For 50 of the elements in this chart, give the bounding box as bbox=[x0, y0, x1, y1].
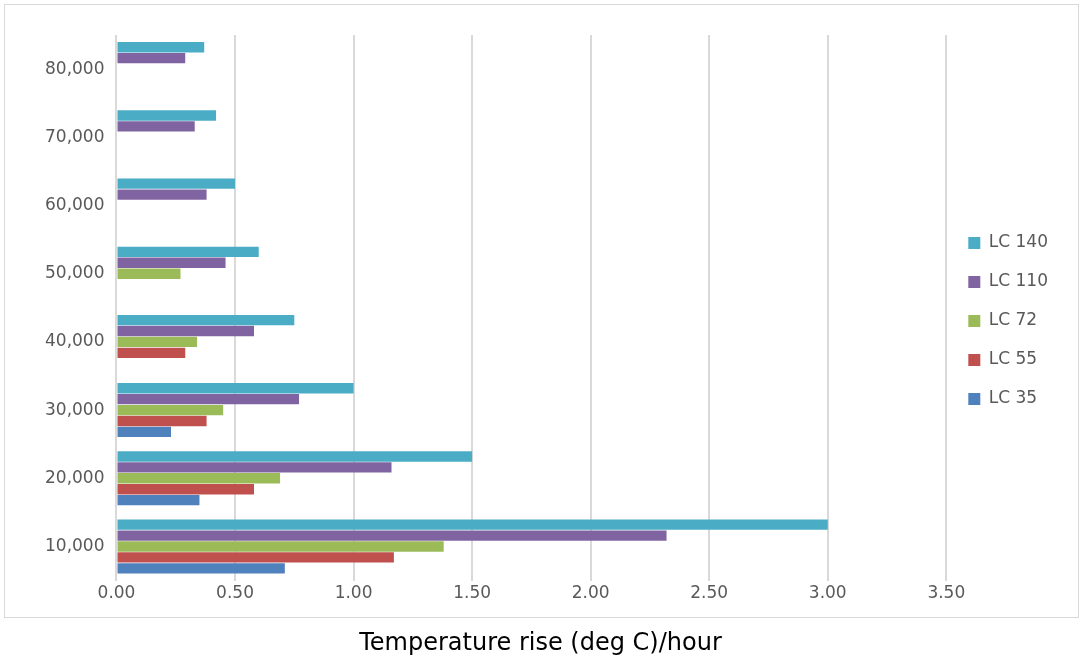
x-tick-label: 0.50 bbox=[216, 582, 254, 603]
x-tick-label: 3.00 bbox=[808, 582, 847, 603]
bar bbox=[117, 519, 828, 530]
y-tick-label: 50,000 bbox=[45, 262, 105, 283]
x-tick-label: 2.00 bbox=[571, 582, 610, 603]
y-tick-label: 20,000 bbox=[45, 466, 105, 487]
bar bbox=[117, 121, 195, 132]
x-tick-label: 1.00 bbox=[334, 582, 373, 603]
x-tick-label: 0.00 bbox=[97, 582, 136, 603]
x-tick-label: 2.50 bbox=[690, 582, 729, 603]
legend-label: LC 35 bbox=[988, 387, 1038, 408]
bar bbox=[117, 246, 259, 258]
bar bbox=[117, 314, 295, 326]
y-tick-label: 30,000 bbox=[45, 398, 105, 419]
bar bbox=[117, 426, 172, 438]
bar bbox=[117, 347, 186, 358]
bar bbox=[117, 530, 667, 541]
bar bbox=[117, 415, 207, 427]
bar bbox=[117, 394, 300, 405]
bar bbox=[117, 473, 281, 484]
legend-label: LC 140 bbox=[988, 231, 1049, 252]
bar bbox=[117, 268, 181, 279]
bar bbox=[117, 178, 236, 189]
legend-label: LC 110 bbox=[988, 270, 1049, 291]
bar bbox=[117, 325, 254, 337]
bar bbox=[117, 462, 392, 473]
bar bbox=[117, 383, 354, 394]
y-tick-label: 80,000 bbox=[45, 57, 105, 78]
bar bbox=[117, 552, 394, 563]
bar bbox=[117, 110, 217, 121]
x-axis-title: Temperature rise (deg C)/hour bbox=[358, 628, 723, 656]
bar bbox=[117, 494, 200, 506]
bar bbox=[117, 451, 473, 462]
x-tick-label: 1.50 bbox=[453, 582, 492, 603]
bar bbox=[117, 484, 254, 495]
bar bbox=[117, 336, 198, 348]
bar bbox=[117, 563, 285, 574]
bar bbox=[117, 53, 186, 64]
bar bbox=[117, 404, 224, 416]
bar bbox=[117, 257, 226, 268]
y-tick-label: 60,000 bbox=[45, 193, 105, 214]
x-tick-label: 3.50 bbox=[927, 582, 966, 603]
legend-label: LC 72 bbox=[988, 309, 1038, 330]
bar bbox=[117, 42, 205, 53]
legend-label: LC 55 bbox=[988, 348, 1038, 369]
y-tick-label: 70,000 bbox=[45, 125, 105, 146]
y-tick-label: 40,000 bbox=[45, 330, 105, 351]
bar bbox=[117, 541, 444, 552]
y-tick-label: 10,000 bbox=[45, 534, 105, 555]
bar bbox=[117, 189, 207, 200]
